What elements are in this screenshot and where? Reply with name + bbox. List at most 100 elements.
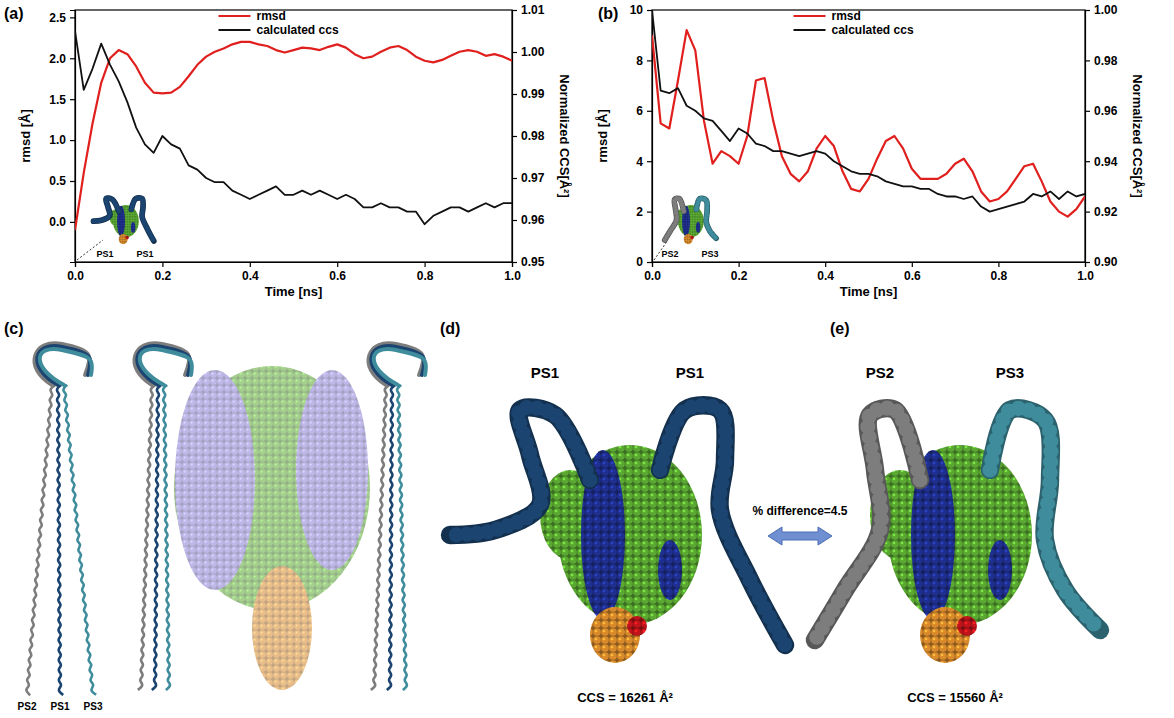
tick-mark [647,111,652,112]
series-line [652,30,1085,216]
chain-beads [815,408,920,640]
y2-axis: 0.900.920.940.960.981.00 [1085,3,1118,269]
tick: 0.4 [817,262,834,283]
ccs-label: CCS = 15560 Å² [907,690,1003,705]
y-axis: 0.00.51.01.52.02.5 [49,11,75,263]
molecule-part [627,616,647,636]
tick: 6 [636,104,652,118]
tick: 4 [636,155,652,169]
comparison: % difference=4.5 [752,504,847,545]
legend-swatch [219,15,251,17]
tick-label: 0.2 [731,269,748,283]
tick: 0.96 [512,213,545,227]
tick-label: 0.95 [521,255,545,269]
legend-swatch [794,29,826,31]
tick-mark [512,220,517,221]
tick-label: 2.5 [49,11,66,25]
legend-swatch [219,29,251,31]
tick-label: 2.0 [49,52,66,66]
helix-head [40,349,92,385]
tick-mark [998,262,999,267]
tick-mark [1085,161,1090,162]
legend: rmsdcalculated ccs [219,9,339,37]
legend-label: calculated ccs [257,23,339,37]
molecule-part [684,234,693,244]
tick-mark [825,262,826,267]
tick-label: 0.96 [1094,104,1118,118]
tick-label: 1.00 [521,45,545,59]
tick-label: 0.98 [521,129,545,143]
tick-mark [70,140,75,141]
tick: 0.0 [67,262,84,283]
tick: 0.2 [155,262,172,283]
chain [94,198,119,221]
tick: 2.0 [49,52,75,66]
chain-label: PS3 [996,364,1024,381]
chain-label: PS1 [531,364,559,381]
complex-part [252,566,312,690]
inset-label: PS3 [701,249,718,259]
tick: 0.97 [512,171,545,185]
tick-mark [647,161,652,162]
chain [131,198,154,241]
tick-label: 1.0 [504,269,521,283]
tick: 1.01 [512,3,545,17]
tick-label: 1.5 [49,93,66,107]
tick: 1.00 [512,45,545,59]
tick: 2.5 [49,11,75,25]
chain [990,408,1100,630]
helix-head [140,349,192,385]
helix-head [374,349,426,385]
chain-beads [696,198,716,238]
molecule-part [131,222,135,233]
tick-label: 4 [636,155,643,169]
tick-label: 0.92 [1094,205,1118,219]
comparison-label: % difference=4.5 [752,504,847,518]
tick-mark [70,222,75,223]
panel-c: (c)PS2PS1PS3 [4,320,426,712]
legend-label: rmsd [257,9,286,23]
x-axis: 0.00.20.40.60.81.0 [67,262,521,283]
inset-label: PS1 [136,249,153,259]
tick-mark [647,212,652,213]
tick-label: 0.90 [1094,255,1118,269]
chain [450,407,590,535]
tick-mark [70,17,75,18]
tick: 0.5 [49,174,75,188]
tick-label: 0.4 [817,269,834,283]
tick-mark [738,262,739,267]
plot-frame [75,10,512,262]
tick-mark [1085,60,1090,61]
tick: 0 [636,255,652,269]
tick-label: 0.0 [67,269,84,283]
tick-label: 0.94 [1094,155,1118,169]
x-axis: 0.00.20.40.60.81.0 [644,262,1094,283]
tick: 0.2 [731,262,748,283]
molecule-part [988,540,1012,600]
tick: 10 [630,3,652,17]
molecule [815,408,1100,663]
axis-line [76,263,513,268]
tick-mark [512,10,517,11]
tick-mark [337,262,338,267]
chain [665,198,684,240]
tick-mark [512,94,517,95]
tick-label: 0.8 [991,269,1008,283]
chain-label: PS2 [866,364,894,381]
tick-mark [1085,262,1090,263]
chart: 0.00.20.40.60.81.002468100.900.920.940.9… [595,3,1145,299]
tick-label: 0 [636,255,643,269]
tick: 1.5 [49,93,75,107]
inset-label: PS2 [661,249,678,259]
axis-line [653,263,1086,268]
tick: 0.92 [1085,205,1118,219]
molecule-part [690,236,694,240]
helix [163,385,170,690]
chain [660,405,785,645]
tick: 1.00 [1085,3,1118,17]
tick-mark [162,262,163,267]
complex-body [174,366,370,690]
panel-letter: (e) [830,320,850,337]
tick: 0.8 [991,262,1008,283]
chain-label: PS2 [18,701,37,712]
